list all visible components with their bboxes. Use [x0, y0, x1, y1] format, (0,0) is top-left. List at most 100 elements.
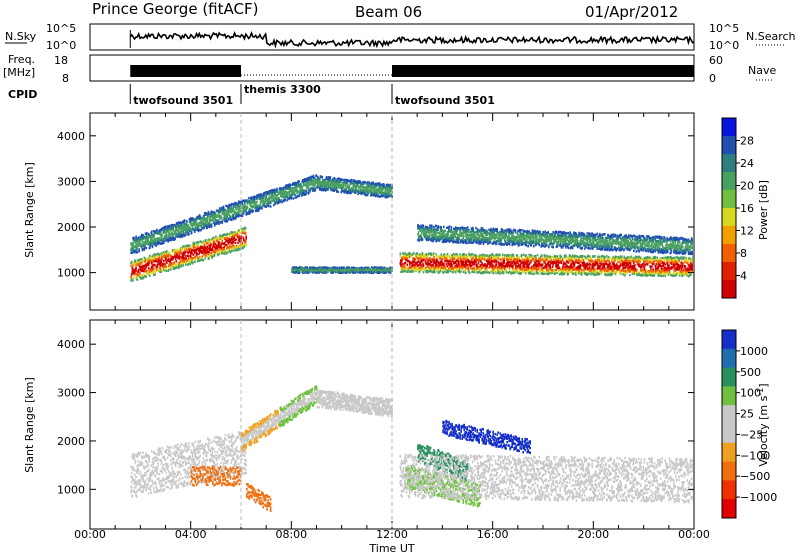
freq-left-tick-high: 18 — [54, 54, 68, 67]
power-late-cell — [440, 253, 442, 255]
power-upper-cell — [160, 231, 162, 233]
power-late-cell — [519, 257, 521, 259]
power-lower-cell — [189, 244, 191, 246]
power-late-cell — [427, 255, 429, 257]
power-late-cell — [436, 255, 438, 257]
power-late-cell — [536, 258, 538, 260]
power-late-cell — [425, 267, 427, 269]
power-late-cell — [541, 255, 543, 257]
power-late-cell — [562, 258, 564, 260]
power-lower-cell — [237, 233, 239, 235]
power-upper-cell — [287, 194, 289, 196]
power-upper-cell — [227, 216, 229, 218]
power-late-cell — [523, 254, 525, 256]
power-lower-cell — [196, 253, 198, 255]
power-lower-cell — [245, 240, 247, 242]
power-upper-cell — [243, 212, 245, 214]
power-lower-cell — [233, 250, 235, 252]
power-late-cell — [498, 257, 500, 259]
power-upper-cell — [315, 183, 317, 185]
power-arc-cell — [345, 188, 347, 190]
power-lower-cell — [218, 251, 220, 253]
power-lower-cell — [170, 268, 172, 270]
power-upper-cell — [261, 207, 263, 209]
power-upper-cell — [211, 226, 213, 228]
power-arc-cell — [319, 180, 321, 182]
power-lower-cell — [218, 253, 220, 255]
power-late-cell — [420, 264, 422, 266]
date-title: 01/Apr/2012 — [585, 3, 678, 21]
power-late-cell — [521, 257, 523, 259]
power-lower-cell — [235, 242, 237, 244]
nave-right-label: Nave — [748, 64, 776, 77]
power-late-cell — [464, 269, 466, 271]
power-late-cell — [434, 271, 436, 273]
power-lower-cell — [185, 264, 187, 266]
power-upper-cell — [149, 247, 151, 249]
power-lower-cell — [183, 264, 185, 266]
power-lower-cell — [245, 243, 247, 245]
power-late-cell — [542, 264, 544, 266]
power-lower-cell — [198, 244, 200, 246]
power-upper-cell — [308, 185, 310, 187]
power-late-cell — [568, 271, 570, 273]
power-arc-cell — [343, 186, 345, 188]
power-lower-cell — [171, 262, 173, 264]
power-lower-cell — [132, 279, 134, 281]
power-upper-cell — [256, 201, 258, 203]
cpid-segment-0: twofsound 3501 — [133, 94, 233, 107]
power-lower-cell — [166, 270, 168, 272]
freq-block-1 — [392, 65, 694, 77]
power-lower-cell — [238, 245, 240, 247]
power-lower-cell — [188, 255, 190, 257]
power-upper-cell — [167, 235, 169, 237]
power-late-cell — [463, 271, 465, 273]
power-lower-cell — [244, 245, 246, 247]
power-late-cell — [460, 268, 462, 270]
power-lower-cell — [198, 241, 200, 243]
power-late-cell — [446, 263, 448, 265]
power-late-cell — [454, 258, 456, 260]
power-late-cell — [543, 270, 545, 272]
power-mid-cell — [296, 268, 298, 270]
power-upper-cell — [264, 194, 266, 196]
cpid-label: CPID — [8, 88, 37, 101]
power-upper-cell — [248, 197, 250, 199]
power-lower-cell — [135, 267, 137, 269]
power-late-cell — [503, 272, 505, 274]
power-late-cell — [524, 266, 526, 268]
power-arc-cell — [373, 181, 375, 183]
power-late-cell — [444, 271, 446, 273]
power-lower-cell — [237, 242, 239, 244]
power-upper-cell — [151, 230, 153, 232]
power-upper-cell — [268, 205, 270, 207]
power-lower-cell — [166, 266, 168, 268]
power-late-cell — [439, 265, 441, 267]
freq-nave-panel: Freq. [MHz] 18 8 60 0 Nave — [3, 53, 776, 85]
power-lower-cell — [245, 232, 247, 234]
power-late-cell — [451, 264, 453, 266]
power-mid-cell — [355, 271, 357, 273]
power-mid-cell — [362, 267, 364, 269]
power-upper-cell — [138, 248, 140, 250]
power-upper-cell — [231, 219, 233, 221]
power-lower-cell — [222, 240, 224, 242]
power-late-cell — [496, 261, 498, 263]
noise-left-label: N.Sky — [5, 30, 37, 43]
power-lower-cell — [133, 277, 135, 279]
power-lower-cell — [174, 261, 176, 263]
noise-right-tick-low: 10^0 — [709, 39, 739, 52]
noise-right-label: N.Search — [746, 30, 796, 43]
power-lower-cell — [159, 253, 161, 255]
power-lower-cell — [204, 243, 206, 245]
power-upper-cell — [295, 194, 297, 196]
power-late-cell — [403, 257, 405, 259]
power-late-cell — [522, 271, 524, 273]
power-upper-cell — [250, 199, 252, 201]
power-late-cell — [534, 273, 536, 275]
power-upper-cell — [291, 196, 293, 198]
power-arc-cell — [322, 176, 324, 178]
power-late-cell — [537, 272, 539, 274]
power-upper-cell — [242, 215, 244, 217]
